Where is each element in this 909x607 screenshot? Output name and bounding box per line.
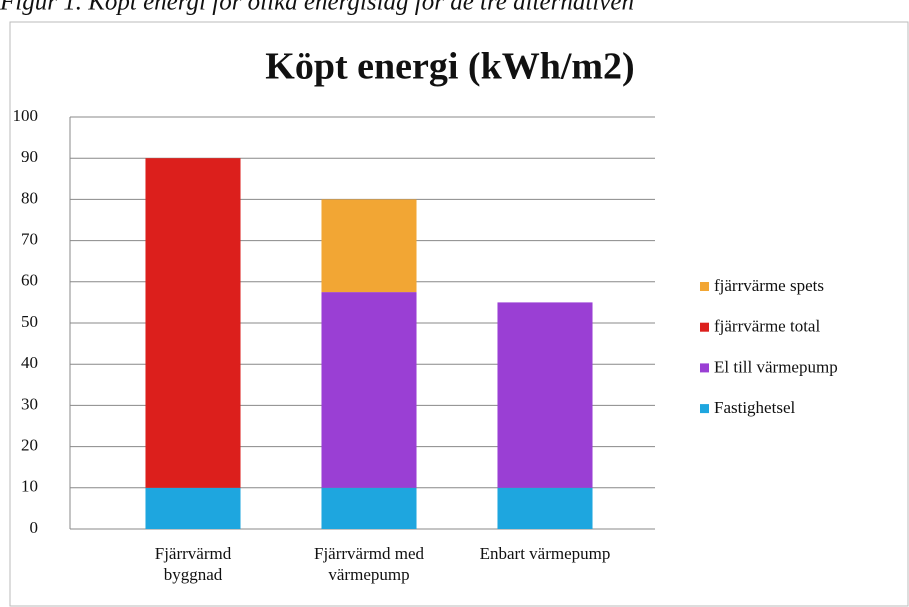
chart-title: Köpt energi (kWh/m2) [265, 46, 634, 88]
bar-segment [145, 158, 241, 488]
x-tick-label: Fjärrvärmd med värmepump [314, 544, 424, 584]
y-tick-label: 10 [21, 477, 38, 496]
y-tick-label: 50 [21, 312, 38, 331]
y-tick-label: 90 [21, 147, 38, 166]
legend-label: Fastighetsel [714, 398, 795, 417]
legend-label: fjärrvärme total [714, 317, 820, 336]
y-tick-label: 60 [21, 271, 38, 290]
x-tick-label: Enbart värmepump [479, 544, 611, 563]
bar-segment [145, 487, 241, 529]
y-tick-label: 80 [21, 188, 38, 207]
bar-segment [321, 292, 417, 488]
y-tick-label: 30 [21, 394, 38, 413]
bar-segment [497, 487, 593, 529]
chart-frame [9, 21, 909, 607]
legend-label: El till värmepump [714, 357, 838, 376]
x-tick-label: Fjärrvärmd byggnad [154, 544, 232, 584]
legend-swatch [700, 363, 709, 373]
bar-segment [321, 199, 417, 293]
y-tick-label: 0 [30, 518, 39, 537]
y-tick-label: 70 [21, 230, 38, 249]
caption: Figur 1. Köpt energi för olika energisla… [0, 0, 634, 16]
legend-swatch [700, 282, 709, 291]
bar-segment [321, 487, 417, 529]
y-tick-label: 20 [21, 436, 38, 455]
legend-swatch [700, 322, 709, 332]
y-tick-label: 40 [21, 353, 38, 372]
legend-swatch [700, 404, 709, 414]
legend-label: fjärrvärme spets [714, 276, 824, 295]
bar-segment [497, 302, 593, 488]
y-tick-label: 100 [13, 106, 39, 125]
